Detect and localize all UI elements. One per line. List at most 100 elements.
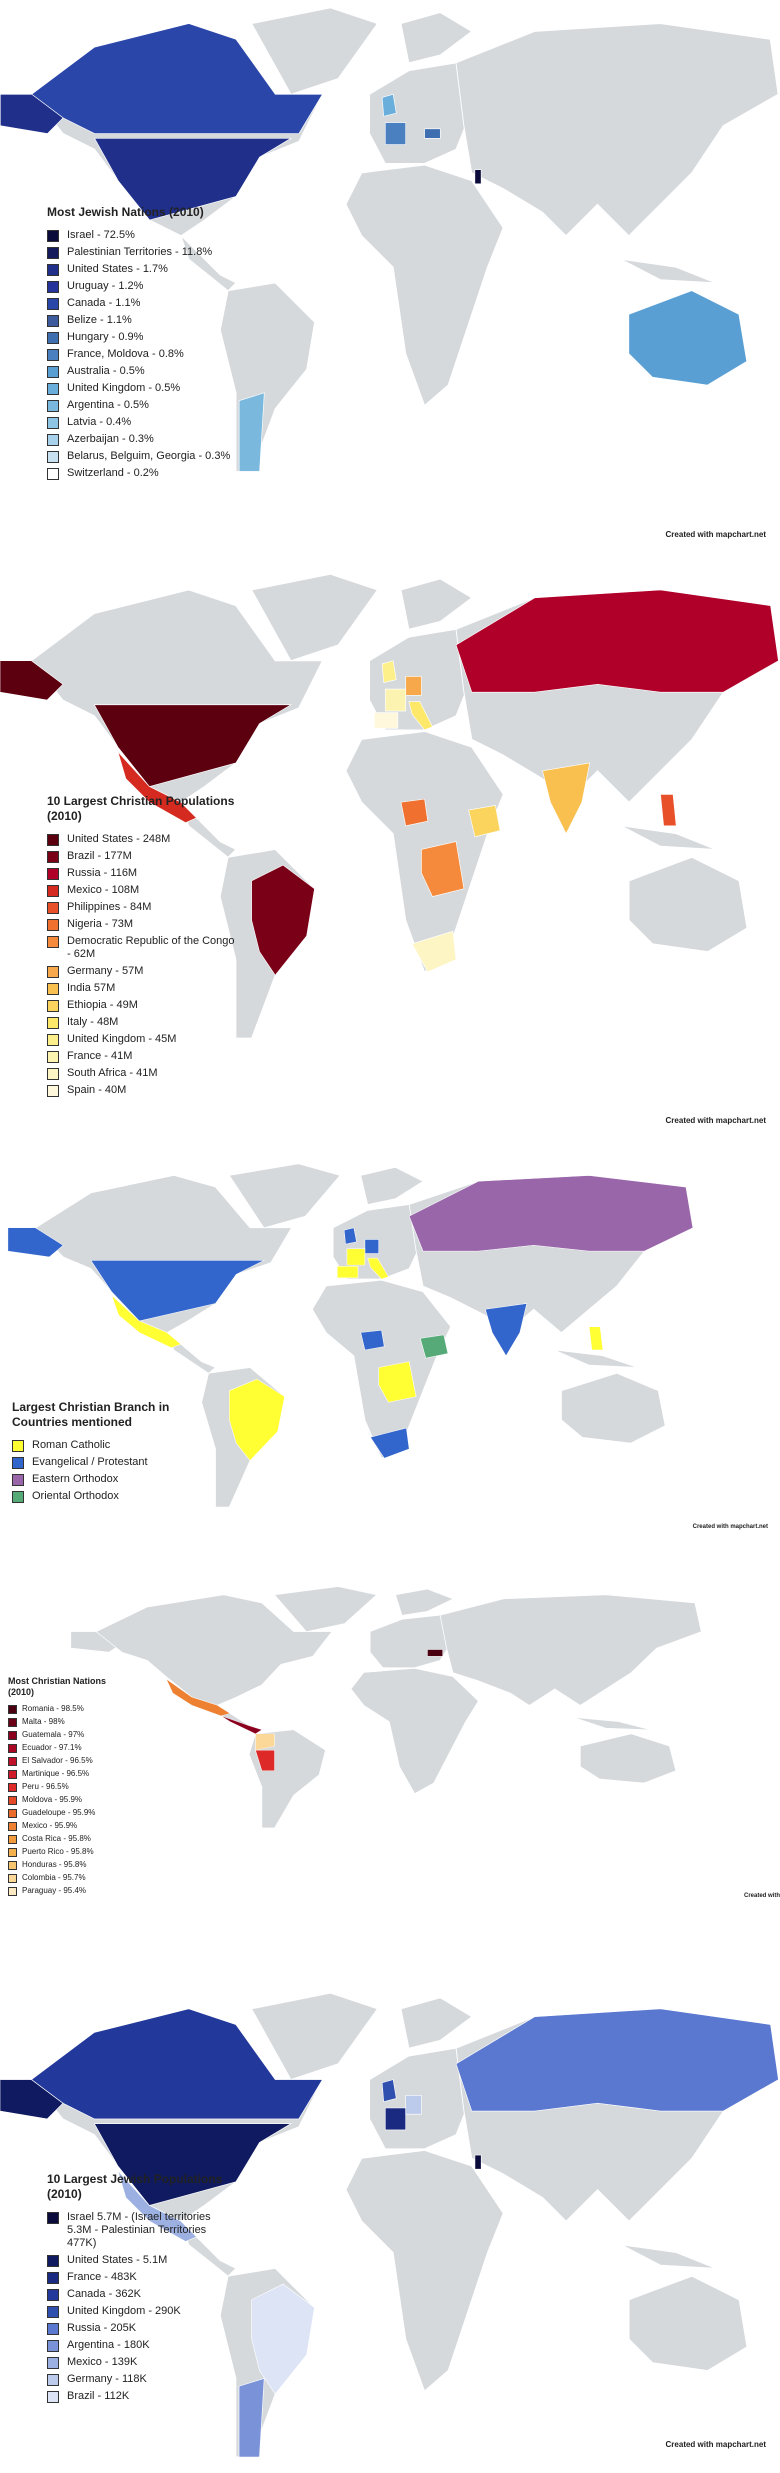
legend-item: Ecuador - 97.1% — [8, 1743, 198, 1753]
legend-swatch — [8, 1783, 17, 1792]
legend-label: Paraguay - 95.4% — [22, 1886, 87, 1895]
legend-label: Australia - 0.5% — [67, 365, 145, 377]
legend-swatch — [47, 2357, 59, 2369]
legend-swatch — [8, 1861, 17, 1870]
legend-label: Brazil - 177M — [67, 850, 132, 862]
legend-swatch — [47, 332, 59, 344]
legend-swatch — [47, 1051, 59, 1063]
legend-label: Mexico - 95.9% — [22, 1821, 78, 1830]
legend-label: United States - 1.7% — [67, 263, 168, 275]
legend-label: Mexico - 108M — [67, 884, 140, 896]
legend-item: United States - 5.1M — [47, 2254, 237, 2267]
legend-swatch — [47, 919, 59, 931]
legend-item: France, Moldova - 0.8% — [47, 348, 237, 361]
legend-item: Ethiopia - 49M — [47, 999, 237, 1012]
legend-swatch — [47, 1000, 59, 1012]
legend-swatch — [8, 1757, 17, 1766]
legend-item: Honduras - 95.8% — [8, 1860, 198, 1870]
legend-item: Paraguay - 95.4% — [8, 1886, 198, 1896]
legend: 10 Largest Jewish Populations (2010) Isra… — [47, 2172, 237, 2407]
legend-label: Russia - 116M — [67, 867, 138, 879]
legend-label: Israel - 72.5% — [67, 229, 135, 241]
legend-item: Guadeloupe - 95.9% — [8, 1808, 198, 1818]
map-panel: Most Jewish Nations (2010) Israel - 72.5%… — [0, 0, 780, 550]
legend-swatch — [8, 1822, 17, 1831]
legend-item: Roman Catholic — [12, 1439, 202, 1452]
legend: Largest Christian Branch in Countries me… — [12, 1400, 202, 1507]
map-panel: Most Christian Nations (2010) Romania - 9… — [0, 1570, 780, 1960]
legend-label: Roman Catholic — [32, 1439, 111, 1451]
legend-label: Israel 5.7M - (Israel territories 5.3M -… — [67, 2211, 211, 2249]
legend-item: Martinique - 96.5% — [8, 1769, 198, 1779]
legend-swatch — [47, 400, 59, 412]
legend-item: Australia - 0.5% — [47, 365, 237, 378]
legend-swatch — [47, 2289, 59, 2301]
legend-item: Evangelical / Protestant — [12, 1456, 202, 1469]
legend-swatch — [47, 936, 59, 948]
legend-swatch — [47, 2323, 59, 2335]
legend-item: Canada - 1.1% — [47, 297, 237, 310]
legend-item: Belarus, Belguim, Georgia - 0.3% — [47, 450, 237, 463]
legend-item: Moldova - 95.9% — [8, 1795, 198, 1805]
legend-label: Brazil - 112K — [67, 2390, 130, 2402]
legend-swatch — [47, 417, 59, 429]
legend-item: South Africa - 41M — [47, 1067, 237, 1080]
legend-swatch — [8, 1744, 17, 1753]
legend-label: France, Moldova - 0.8% — [67, 348, 184, 360]
legend-swatch — [47, 1085, 59, 1097]
legend: Most Jewish Nations (2010) Israel - 72.5%… — [47, 205, 237, 484]
legend-item: Latvia - 0.4% — [47, 416, 237, 429]
legend-label: Philippines - 84M — [67, 901, 152, 913]
legend-label: Peru - 96.5% — [22, 1782, 69, 1791]
legend-title: Most Christian Nations (2010) — [8, 1676, 107, 1697]
legend-swatch — [47, 2340, 59, 2352]
legend-item: Israel - 72.5% — [47, 229, 237, 242]
legend-label: Guadeloupe - 95.9% — [22, 1808, 96, 1817]
legend-title: 10 Largest Jewish Populations (2010) — [47, 2172, 223, 2201]
legend-label: Belize - 1.1% — [67, 314, 132, 326]
legend-item: Uruguay - 1.2% — [47, 280, 237, 293]
legend-label: Romania - 98.5% — [22, 1704, 84, 1713]
legend-label: Argentina - 180K — [67, 2339, 150, 2351]
legend-swatch — [8, 1705, 17, 1714]
legend-item: Mexico - 95.9% — [8, 1821, 198, 1831]
legend-label: Honduras - 95.8% — [22, 1860, 87, 1869]
legend-item: Philippines - 84M — [47, 901, 237, 914]
legend-swatch — [47, 230, 59, 242]
legend-item: Colombia - 95.7% — [8, 1873, 198, 1883]
legend-item: Belize - 1.1% — [47, 314, 237, 327]
legend-item: Italy - 48M — [47, 1016, 237, 1029]
legend-swatch — [8, 1796, 17, 1805]
legend-swatch — [8, 1835, 17, 1844]
legend-item: Israel 5.7M - (Israel territories 5.3M -… — [47, 2211, 237, 2250]
legend-title: Largest Christian Branch in Countries me… — [12, 1400, 170, 1429]
legend-swatch — [47, 264, 59, 276]
legend-item: Democratic Republic of the Congo - 62M — [47, 935, 237, 961]
legend-item: Palestinian Territories - 11.8% — [47, 246, 237, 259]
legend-label: Latvia - 0.4% — [67, 416, 132, 428]
legend-title: Most Jewish Nations (2010) — [47, 205, 204, 219]
legend-item: Hungary - 0.9% — [47, 331, 237, 344]
legend-swatch — [12, 1491, 24, 1503]
legend-swatch — [47, 366, 59, 378]
legend-swatch — [47, 2374, 59, 2386]
legend-item: France - 41M — [47, 1050, 237, 1063]
legend-label: United States - 248M — [67, 833, 171, 845]
legend-title: 10 Largest Christian Populations (2010) — [47, 794, 235, 823]
legend-label: Democratic Republic of the Congo - 62M — [67, 935, 235, 960]
legend-swatch — [47, 983, 59, 995]
legend-item: United States - 1.7% — [47, 263, 237, 276]
legend-swatch — [47, 349, 59, 361]
legend-swatch — [47, 2306, 59, 2318]
legend-label: Ecuador - 97.1% — [22, 1743, 82, 1752]
legend-label: Germany - 118K — [67, 2373, 147, 2385]
legend: 10 Largest Christian Populations (2010) U… — [47, 794, 237, 1101]
legend-label: Guatemala - 97% — [22, 1730, 85, 1739]
legend-item: Oriental Orthodox — [12, 1490, 202, 1503]
legend-swatch — [8, 1887, 17, 1896]
legend-label: Costa Rica - 95.8% — [22, 1834, 91, 1843]
map-panel: 10 Largest Jewish Populations (2010) Isra… — [0, 1985, 780, 2473]
legend-label: United Kingdom - 45M — [67, 1033, 177, 1045]
legend-swatch — [47, 966, 59, 978]
